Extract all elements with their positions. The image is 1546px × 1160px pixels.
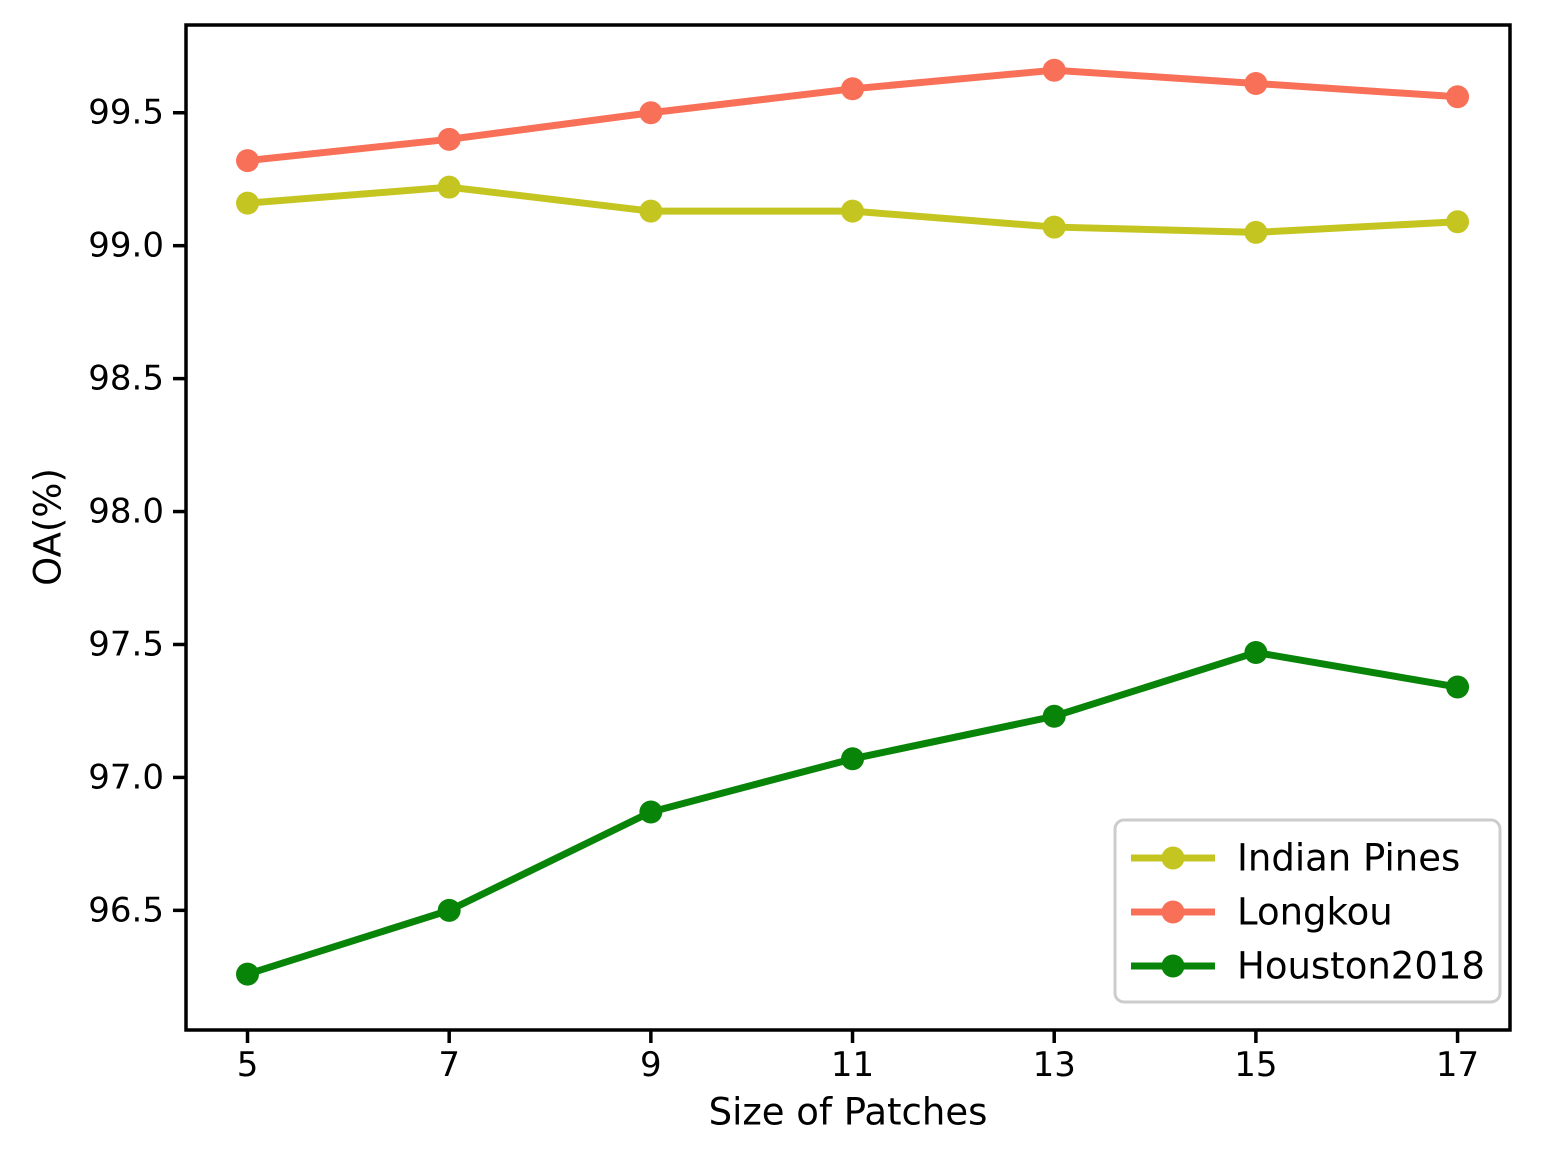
data-point-indian-pines	[639, 199, 663, 223]
data-series	[236, 58, 1470, 986]
data-point-indian-pines	[1244, 220, 1268, 244]
y-tick-label: 98.0	[88, 492, 164, 532]
data-point-houston2018	[639, 800, 663, 824]
x-tick-label: 17	[1436, 1045, 1479, 1085]
legend-box	[1113, 818, 1502, 1004]
legend-label-houston2018: Houston2018	[1237, 945, 1485, 988]
data-point-indian-pines	[1042, 215, 1066, 239]
data-point-longkou	[1446, 85, 1470, 109]
data-point-indian-pines	[841, 199, 865, 223]
data-point-houston2018	[1042, 704, 1066, 728]
legend-label-indian-pines: Indian Pines	[1237, 837, 1460, 880]
legend-marker-indian-pines	[1161, 846, 1185, 870]
data-point-indian-pines	[437, 175, 461, 199]
axis-ticks: 96.5 97.0 97.5 98.0 98.5 99.0 99.5 5 7 9 11 13 15 17	[88, 93, 1479, 1085]
x-tick-label: 9	[640, 1045, 662, 1085]
y-axis-label: OA(%)	[27, 468, 70, 586]
data-point-indian-pines	[236, 191, 260, 215]
plot-frame	[184, 23, 1512, 1032]
data-point-houston2018	[1446, 675, 1470, 699]
data-point-longkou	[841, 77, 865, 101]
x-tick-label: 15	[1234, 1045, 1277, 1085]
legend-marker-longkou	[1161, 900, 1185, 924]
legend-marker-houston2018	[1161, 954, 1185, 978]
x-tick-label: 5	[237, 1045, 259, 1085]
data-point-longkou	[437, 127, 461, 151]
data-point-houston2018	[1244, 640, 1268, 664]
y-tick-label: 97.0	[88, 757, 164, 797]
x-tick-label: 13	[1033, 1045, 1076, 1085]
data-point-houston2018	[841, 747, 865, 771]
data-point-longkou	[1042, 58, 1066, 82]
y-tick-label: 99.5	[88, 93, 164, 133]
y-tick-label: 98.5	[88, 359, 164, 399]
x-axis-label: Size of Patches	[709, 1091, 988, 1134]
x-tick-label: 11	[831, 1045, 874, 1085]
data-point-longkou	[639, 101, 663, 125]
legend: Indian Pines Longkou Houston2018	[1113, 818, 1502, 1004]
data-point-indian-pines	[1446, 210, 1470, 234]
y-tick-label: 99.0	[88, 226, 164, 266]
y-tick-label: 96.5	[88, 890, 164, 930]
data-point-houston2018	[236, 962, 260, 986]
x-tick-label: 7	[438, 1045, 460, 1085]
data-point-houston2018	[437, 898, 461, 922]
data-point-longkou	[1244, 71, 1268, 95]
data-point-longkou	[236, 149, 260, 173]
y-tick-label: 97.5	[88, 624, 164, 664]
legend-label-longkou: Longkou	[1237, 891, 1393, 934]
